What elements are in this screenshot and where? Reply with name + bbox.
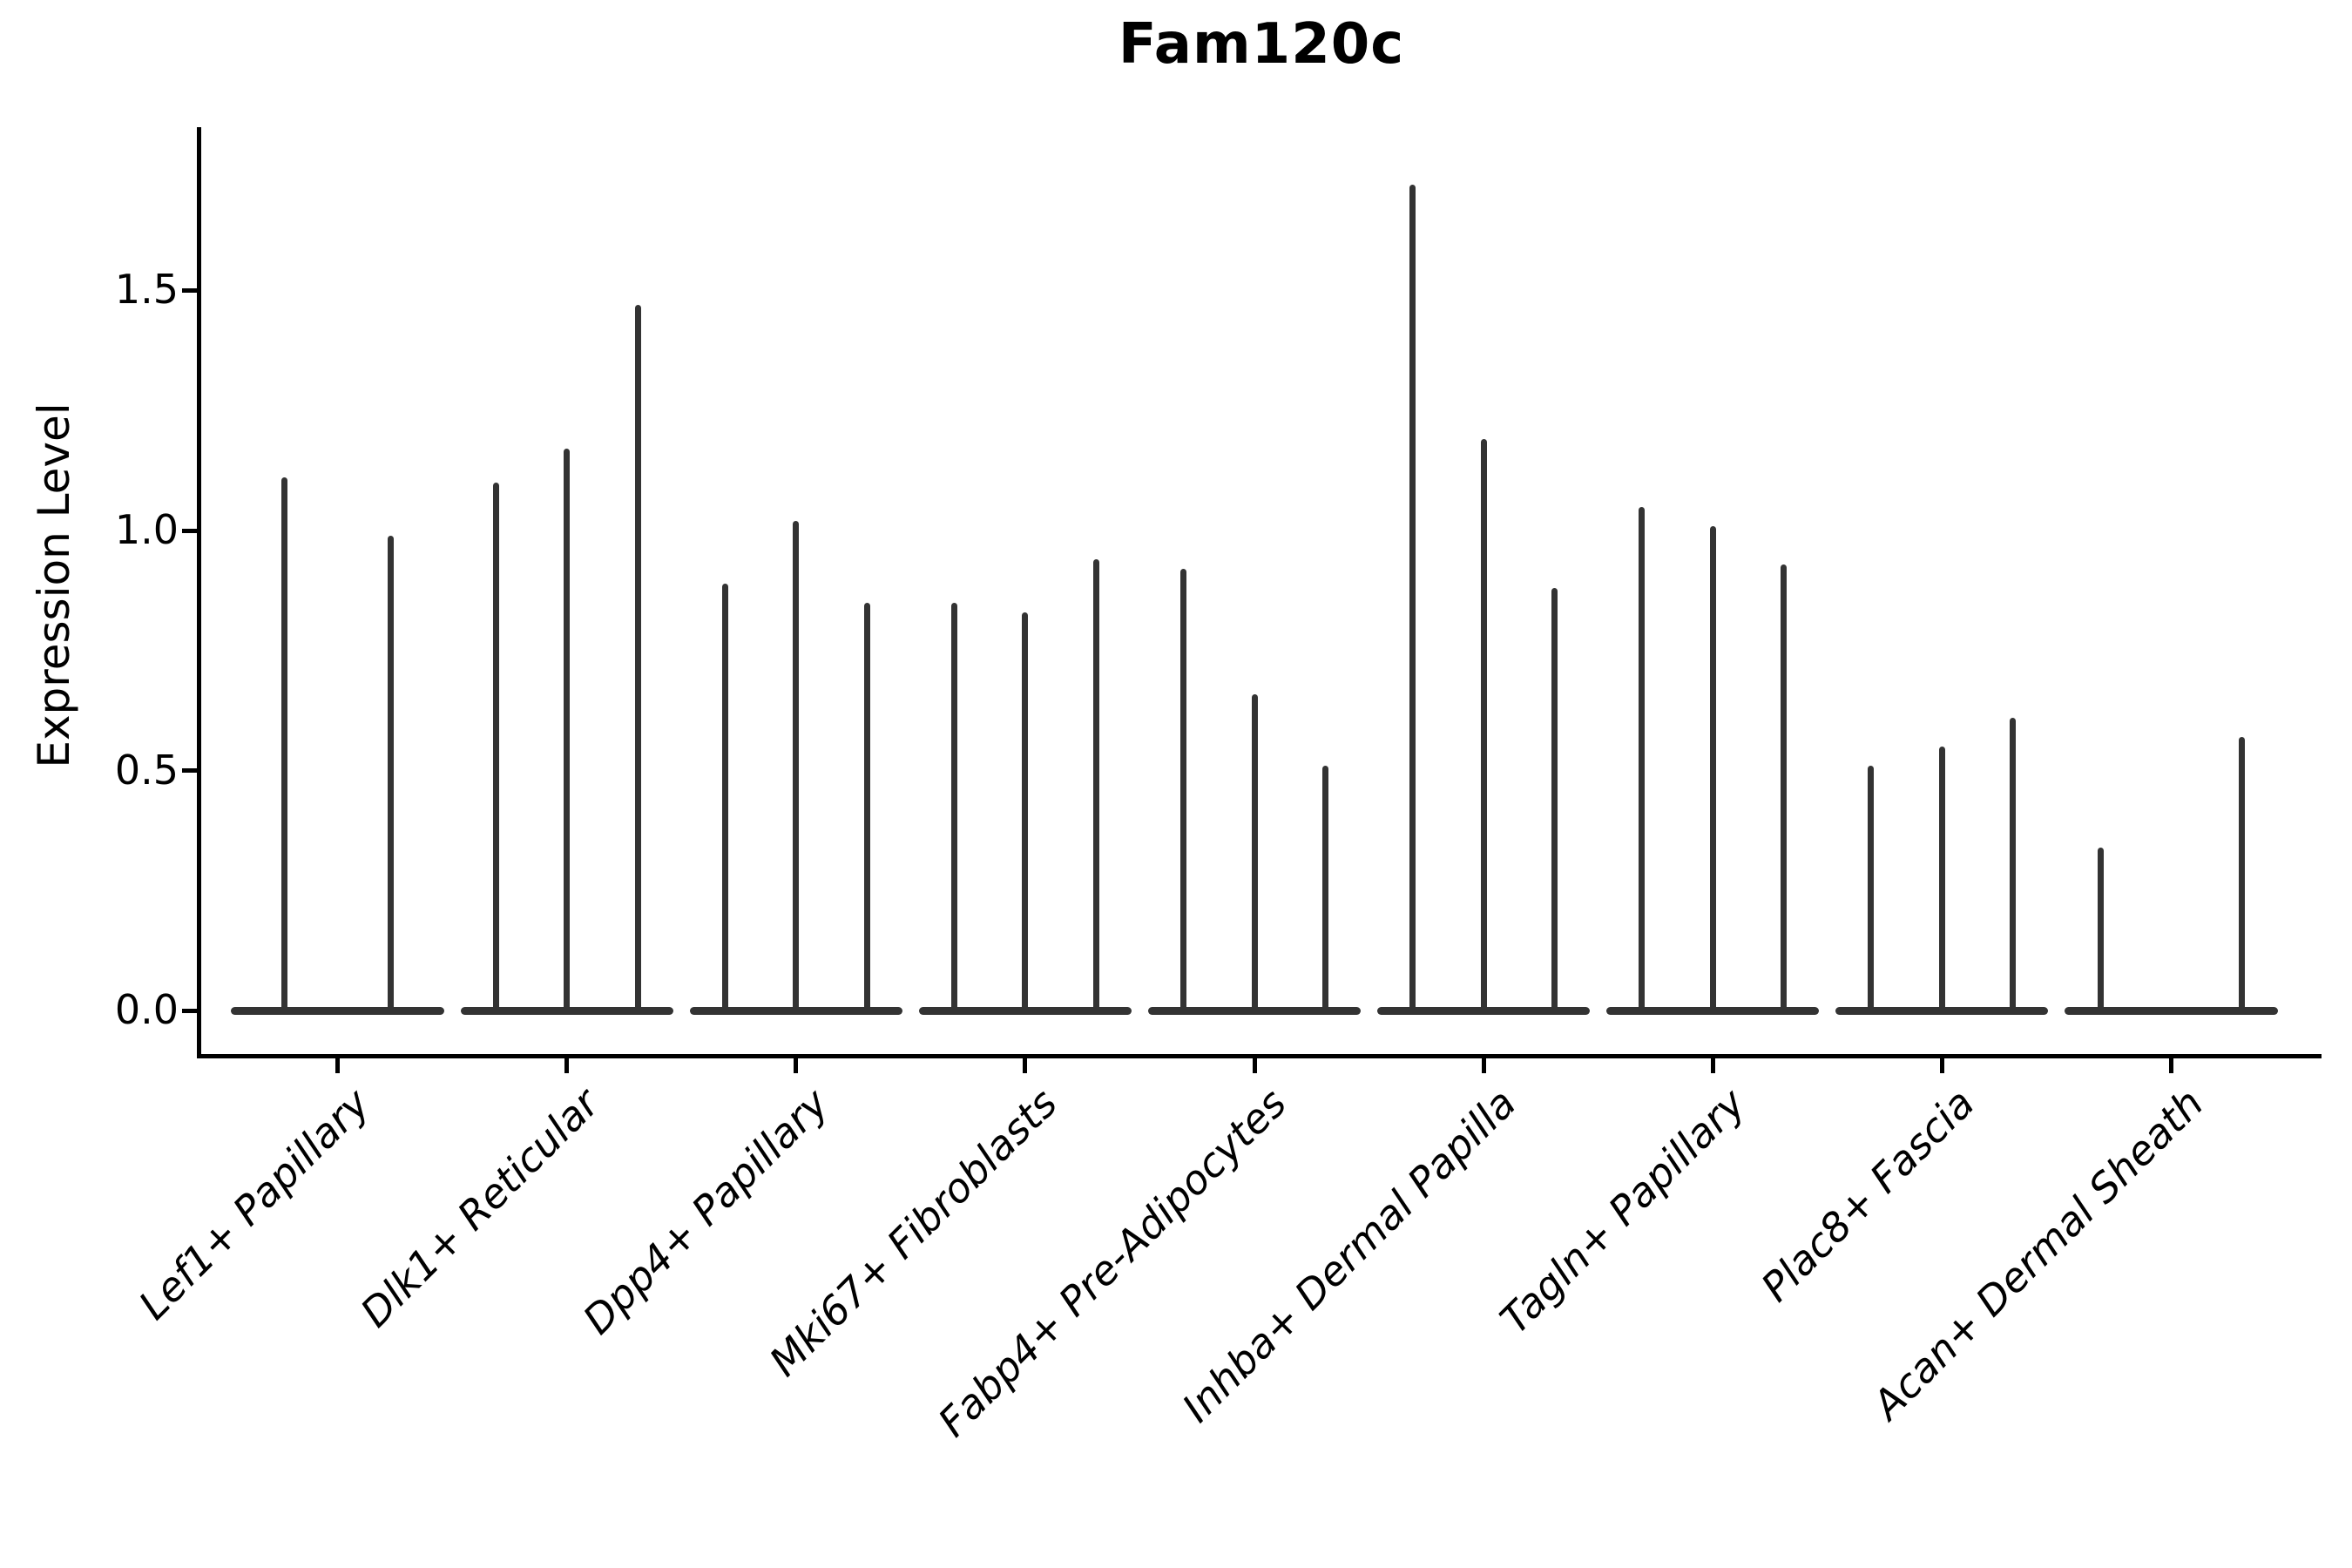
plot-area xyxy=(197,127,2322,1058)
x-tick-mark xyxy=(335,1058,341,1073)
violin-spike xyxy=(564,449,571,1013)
violin-spike xyxy=(492,482,499,1013)
x-tick-mark xyxy=(1710,1058,1715,1073)
violin-spike xyxy=(1639,506,1646,1013)
violin-spike xyxy=(634,304,641,1013)
violin-spike xyxy=(1180,569,1187,1013)
y-tick-label: 0.0 xyxy=(114,986,179,1034)
violin-spike xyxy=(721,583,728,1013)
x-tick-label: Tagln+ Papillary xyxy=(1490,1079,1754,1343)
y-axis-label: Expression Level xyxy=(29,402,79,768)
violin-spike xyxy=(1709,525,1716,1013)
y-tick-label: 0.5 xyxy=(114,746,179,794)
y-tick-label: 1.0 xyxy=(114,506,179,554)
violin-spike xyxy=(1781,564,1788,1013)
y-tick-mark xyxy=(182,287,197,293)
violin-spike xyxy=(2239,737,2246,1013)
x-tick-mark xyxy=(1023,1058,1028,1073)
violin-spike xyxy=(1938,747,1945,1013)
violin-spike xyxy=(1251,693,1258,1013)
x-tick-mark xyxy=(794,1058,799,1073)
chart-title: Fam120c xyxy=(1118,12,1405,77)
violin-spike xyxy=(2010,718,2017,1013)
x-tick-label: Plac8+ Fascia xyxy=(1752,1079,1984,1311)
violin-spike xyxy=(1409,185,1416,1013)
violin-spike xyxy=(1551,588,1558,1013)
x-tick-mark xyxy=(1481,1058,1486,1073)
x-tick-mark xyxy=(1252,1058,1257,1073)
y-tick-mark xyxy=(182,768,197,774)
violin-baseline xyxy=(2065,1006,2278,1015)
violin-spike xyxy=(1480,439,1487,1013)
y-tick-mark xyxy=(182,1008,197,1013)
violin-spike xyxy=(388,535,395,1013)
violin-baseline xyxy=(231,1006,444,1015)
violin-spike xyxy=(2097,847,2104,1013)
x-tick-mark xyxy=(1939,1058,1944,1073)
violin-spike xyxy=(950,602,957,1013)
violin-spike xyxy=(1092,559,1099,1013)
x-tick-mark xyxy=(564,1058,570,1073)
x-tick-label: Dlk1+ Reticular xyxy=(351,1079,609,1336)
y-tick-mark xyxy=(182,528,197,533)
violin-spike xyxy=(1321,766,1328,1013)
y-tick-label: 1.5 xyxy=(114,266,179,314)
violin-spike xyxy=(1022,612,1029,1013)
violin-spike xyxy=(863,602,870,1013)
violin-spike xyxy=(793,521,800,1013)
x-tick-mark xyxy=(2168,1058,2173,1073)
x-tick-label: Lef1+ Papillary xyxy=(129,1079,379,1329)
violin-spike xyxy=(281,477,287,1013)
violin-spike xyxy=(1868,766,1875,1013)
x-tick-label: Dpp4+ Papillary xyxy=(573,1079,838,1343)
